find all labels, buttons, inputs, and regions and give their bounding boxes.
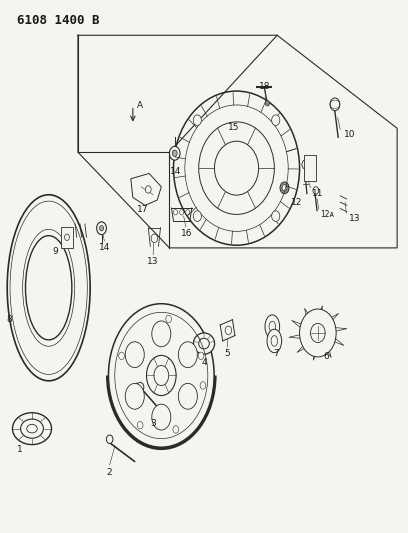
Ellipse shape xyxy=(152,404,171,430)
Circle shape xyxy=(272,115,280,125)
Ellipse shape xyxy=(146,356,176,395)
Ellipse shape xyxy=(271,336,277,346)
Text: 6108 1400 B: 6108 1400 B xyxy=(17,14,100,27)
Bar xyxy=(304,155,316,181)
Circle shape xyxy=(330,98,340,111)
Circle shape xyxy=(137,382,144,392)
Ellipse shape xyxy=(215,141,259,195)
Ellipse shape xyxy=(265,315,279,338)
Text: 14: 14 xyxy=(170,167,181,176)
Ellipse shape xyxy=(13,413,51,445)
Circle shape xyxy=(97,222,106,235)
Text: 13: 13 xyxy=(349,214,360,223)
Ellipse shape xyxy=(193,333,215,354)
Circle shape xyxy=(119,352,124,360)
Text: 16: 16 xyxy=(181,229,193,238)
Circle shape xyxy=(198,352,204,360)
Circle shape xyxy=(64,234,69,240)
Circle shape xyxy=(313,187,319,194)
Text: 9: 9 xyxy=(52,247,58,256)
Ellipse shape xyxy=(267,329,282,353)
Text: 3: 3 xyxy=(150,419,156,428)
Ellipse shape xyxy=(199,122,274,214)
Circle shape xyxy=(272,211,280,221)
Text: 11: 11 xyxy=(312,189,323,198)
Circle shape xyxy=(172,150,177,157)
Circle shape xyxy=(151,234,157,243)
Ellipse shape xyxy=(125,342,144,368)
Text: 12: 12 xyxy=(290,198,302,207)
Circle shape xyxy=(100,225,104,231)
Ellipse shape xyxy=(178,342,197,368)
Ellipse shape xyxy=(109,304,214,447)
Circle shape xyxy=(173,209,177,215)
Text: 2: 2 xyxy=(107,468,113,477)
Text: 18: 18 xyxy=(259,82,271,91)
Circle shape xyxy=(137,422,143,429)
Circle shape xyxy=(145,185,151,193)
Circle shape xyxy=(173,426,179,433)
Ellipse shape xyxy=(152,321,171,347)
Circle shape xyxy=(302,160,309,169)
Circle shape xyxy=(166,315,171,322)
Circle shape xyxy=(265,101,269,106)
Circle shape xyxy=(200,382,206,389)
Ellipse shape xyxy=(27,424,37,433)
Circle shape xyxy=(193,211,202,221)
Circle shape xyxy=(186,209,190,215)
Text: 14: 14 xyxy=(99,243,110,252)
Ellipse shape xyxy=(125,383,144,409)
Text: 17: 17 xyxy=(137,205,149,214)
Ellipse shape xyxy=(178,383,197,409)
Ellipse shape xyxy=(21,419,43,438)
Bar xyxy=(61,227,73,248)
Text: A: A xyxy=(137,101,143,110)
Ellipse shape xyxy=(269,321,275,332)
Circle shape xyxy=(299,309,336,357)
Circle shape xyxy=(180,209,184,215)
Text: 13: 13 xyxy=(147,257,159,265)
Ellipse shape xyxy=(25,236,72,340)
Ellipse shape xyxy=(154,366,169,385)
Circle shape xyxy=(193,115,202,125)
Circle shape xyxy=(282,184,287,191)
Circle shape xyxy=(169,147,180,160)
Text: 6: 6 xyxy=(323,352,329,361)
Polygon shape xyxy=(131,173,161,205)
Text: 5: 5 xyxy=(224,349,230,358)
Ellipse shape xyxy=(199,338,209,349)
Text: 7: 7 xyxy=(273,349,279,358)
Circle shape xyxy=(106,435,113,443)
Text: 15: 15 xyxy=(228,123,239,132)
Text: 8: 8 xyxy=(6,315,12,324)
Text: 4: 4 xyxy=(202,358,208,367)
Ellipse shape xyxy=(173,91,299,245)
Text: 12ᴀ: 12ᴀ xyxy=(321,210,335,219)
Text: 1: 1 xyxy=(17,446,23,455)
Text: 10: 10 xyxy=(344,130,356,139)
Circle shape xyxy=(280,182,289,193)
Circle shape xyxy=(225,326,232,335)
Ellipse shape xyxy=(7,195,90,381)
Circle shape xyxy=(310,324,325,343)
